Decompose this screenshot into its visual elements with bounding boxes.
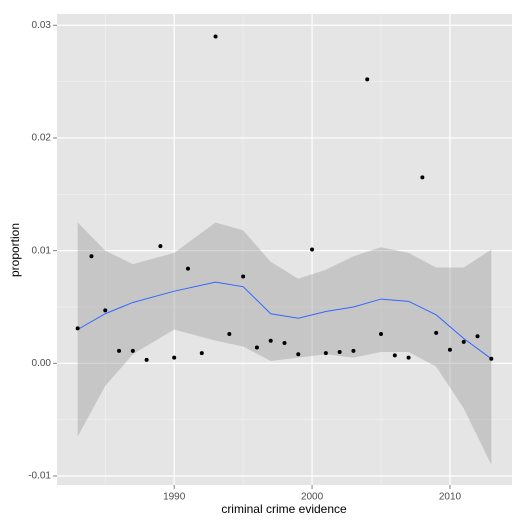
- y-tick-label: 0.02: [32, 133, 52, 144]
- point: [351, 348, 356, 353]
- x-tick-label: 1990: [163, 492, 186, 503]
- point: [337, 350, 342, 355]
- point: [185, 266, 190, 271]
- point: [75, 326, 80, 331]
- point: [296, 352, 301, 357]
- point: [447, 347, 452, 352]
- point: [254, 345, 259, 350]
- point: [89, 254, 94, 259]
- point: [406, 355, 411, 360]
- x-tick-label: 2010: [439, 492, 462, 503]
- point: [117, 348, 122, 353]
- y-tick-label: -0.01: [28, 471, 51, 482]
- point: [310, 247, 315, 252]
- point: [158, 244, 163, 249]
- point: [103, 308, 108, 313]
- y-tick-label: 0.00: [32, 358, 52, 369]
- y-tick-label: 0.03: [32, 20, 52, 31]
- point: [268, 338, 273, 343]
- y-axis-title: proportion: [8, 223, 22, 277]
- panel: [57, 14, 512, 485]
- point: [392, 353, 397, 358]
- point: [475, 334, 480, 339]
- point: [282, 341, 287, 346]
- point: [144, 357, 149, 362]
- smooth-line: [77, 281, 492, 360]
- point: [199, 351, 204, 356]
- point: [365, 77, 370, 82]
- point: [241, 274, 246, 279]
- point: [379, 332, 384, 337]
- point: [434, 330, 439, 335]
- x-tick-label: 2000: [301, 492, 324, 503]
- point: [420, 175, 425, 180]
- point: [172, 355, 177, 360]
- point: [489, 356, 494, 361]
- point: [227, 332, 232, 337]
- point: [130, 348, 135, 353]
- point: [213, 34, 218, 39]
- point: [461, 339, 466, 344]
- x-axis-title: criminal crime evidence: [221, 502, 347, 516]
- y-tick-label: 0.01: [32, 245, 52, 256]
- point: [323, 351, 328, 356]
